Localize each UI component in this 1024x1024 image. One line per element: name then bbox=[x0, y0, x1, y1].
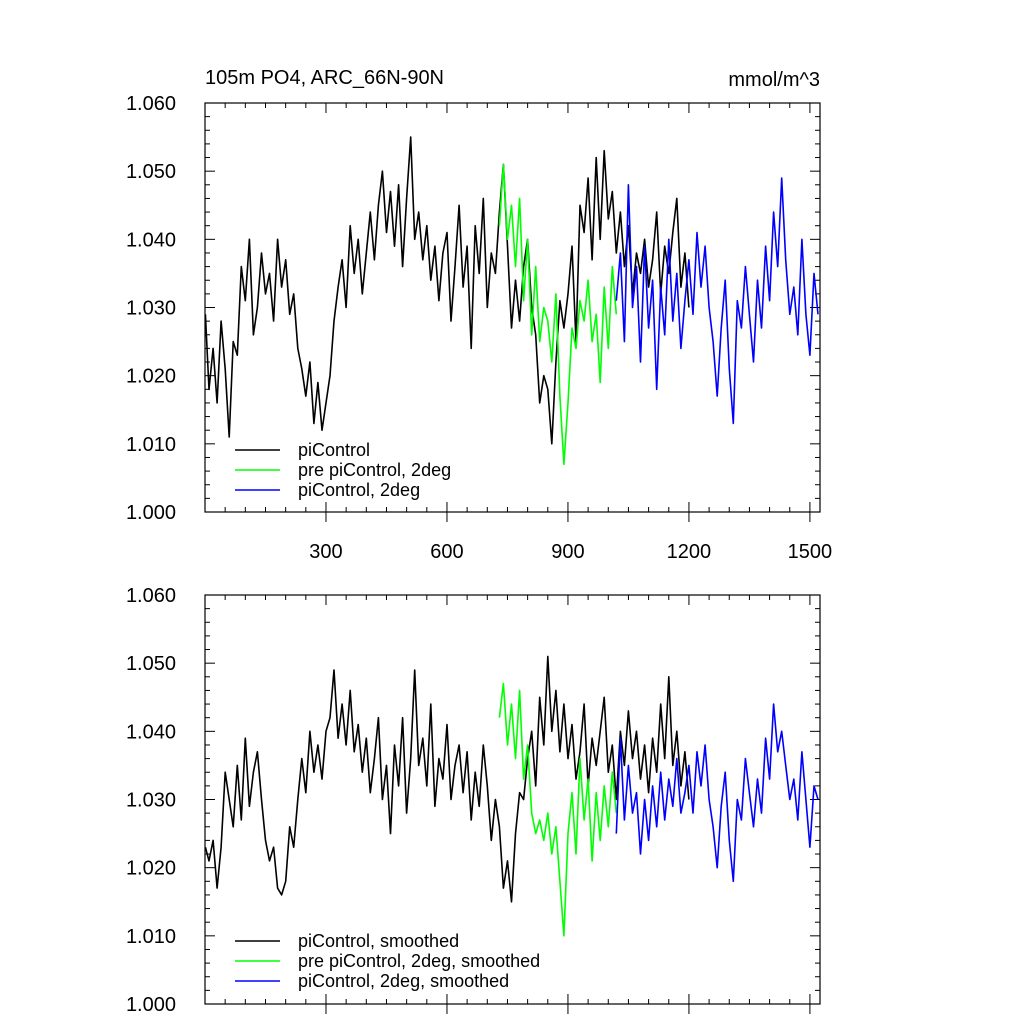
series-line-picontrol-2deg-smoothed bbox=[615, 703, 819, 883]
y-tick-label: 1.040 bbox=[126, 229, 176, 251]
x-tick-label: 1500 bbox=[788, 541, 833, 563]
y-tick-label: 1.000 bbox=[126, 502, 176, 524]
y-tick-label: 1.050 bbox=[126, 161, 176, 183]
legend-label-picontrol-2deg-smoothed: piControl, 2deg, smoothed bbox=[298, 971, 509, 991]
legend-label-pre-picontrol-2deg: pre piControl, 2deg bbox=[298, 460, 451, 480]
y-tick-label: 1.000 bbox=[126, 994, 176, 1016]
plot-frame bbox=[204, 594, 821, 1005]
legend-label-pre-picontrol-2deg-smoothed: pre piControl, 2deg, smoothed bbox=[298, 951, 540, 971]
units-label: mmol/m^3 bbox=[728, 69, 820, 91]
y-tick-label: 1.010 bbox=[126, 434, 176, 456]
top-panel: 1.000 1.010 1.020 1.030 1.040 1.050 1.060 300 60… bbox=[126, 93, 832, 563]
y-tick-label: 1.050 bbox=[126, 653, 176, 675]
series-line-pre-picontrol-2deg-smoothed bbox=[498, 682, 618, 937]
y-tick-label: 1.060 bbox=[126, 585, 176, 607]
x-tick-label: 1200 bbox=[667, 541, 712, 563]
y-tick-label: 1.030 bbox=[126, 298, 176, 320]
x-tick-label: 900 bbox=[551, 541, 584, 563]
series-line-picontrol-smoothed bbox=[204, 655, 690, 903]
y-tick-label: 1.010 bbox=[126, 926, 176, 948]
x-tick-label: 300 bbox=[309, 541, 342, 563]
legend-label-picontrol-smoothed: piControl, smoothed bbox=[298, 931, 459, 951]
chart-title: 105m PO4, ARC_66N-90N bbox=[205, 67, 444, 89]
y-tick-label: 1.020 bbox=[126, 858, 176, 880]
y-tick-label: 1.020 bbox=[126, 366, 176, 388]
bottom-panel: 1.000 1.010 1.020 1.030 1.040 1.050 1.060 piCon… bbox=[126, 585, 821, 1016]
y-tick-label: 1.030 bbox=[126, 790, 176, 812]
x-tick-label: 600 bbox=[430, 541, 463, 563]
series-line-picontrol bbox=[204, 136, 690, 445]
series-line-picontrol-2deg bbox=[615, 177, 819, 425]
y-tick-label: 1.060 bbox=[126, 93, 176, 115]
y-tick-label: 1.040 bbox=[126, 721, 176, 743]
series-line-pre-picontrol-2deg bbox=[498, 163, 618, 466]
legend-label-picontrol-2deg: piControl, 2deg bbox=[298, 480, 420, 500]
plot-frame bbox=[204, 102, 821, 513]
legend-label-picontrol: piControl bbox=[298, 440, 370, 460]
